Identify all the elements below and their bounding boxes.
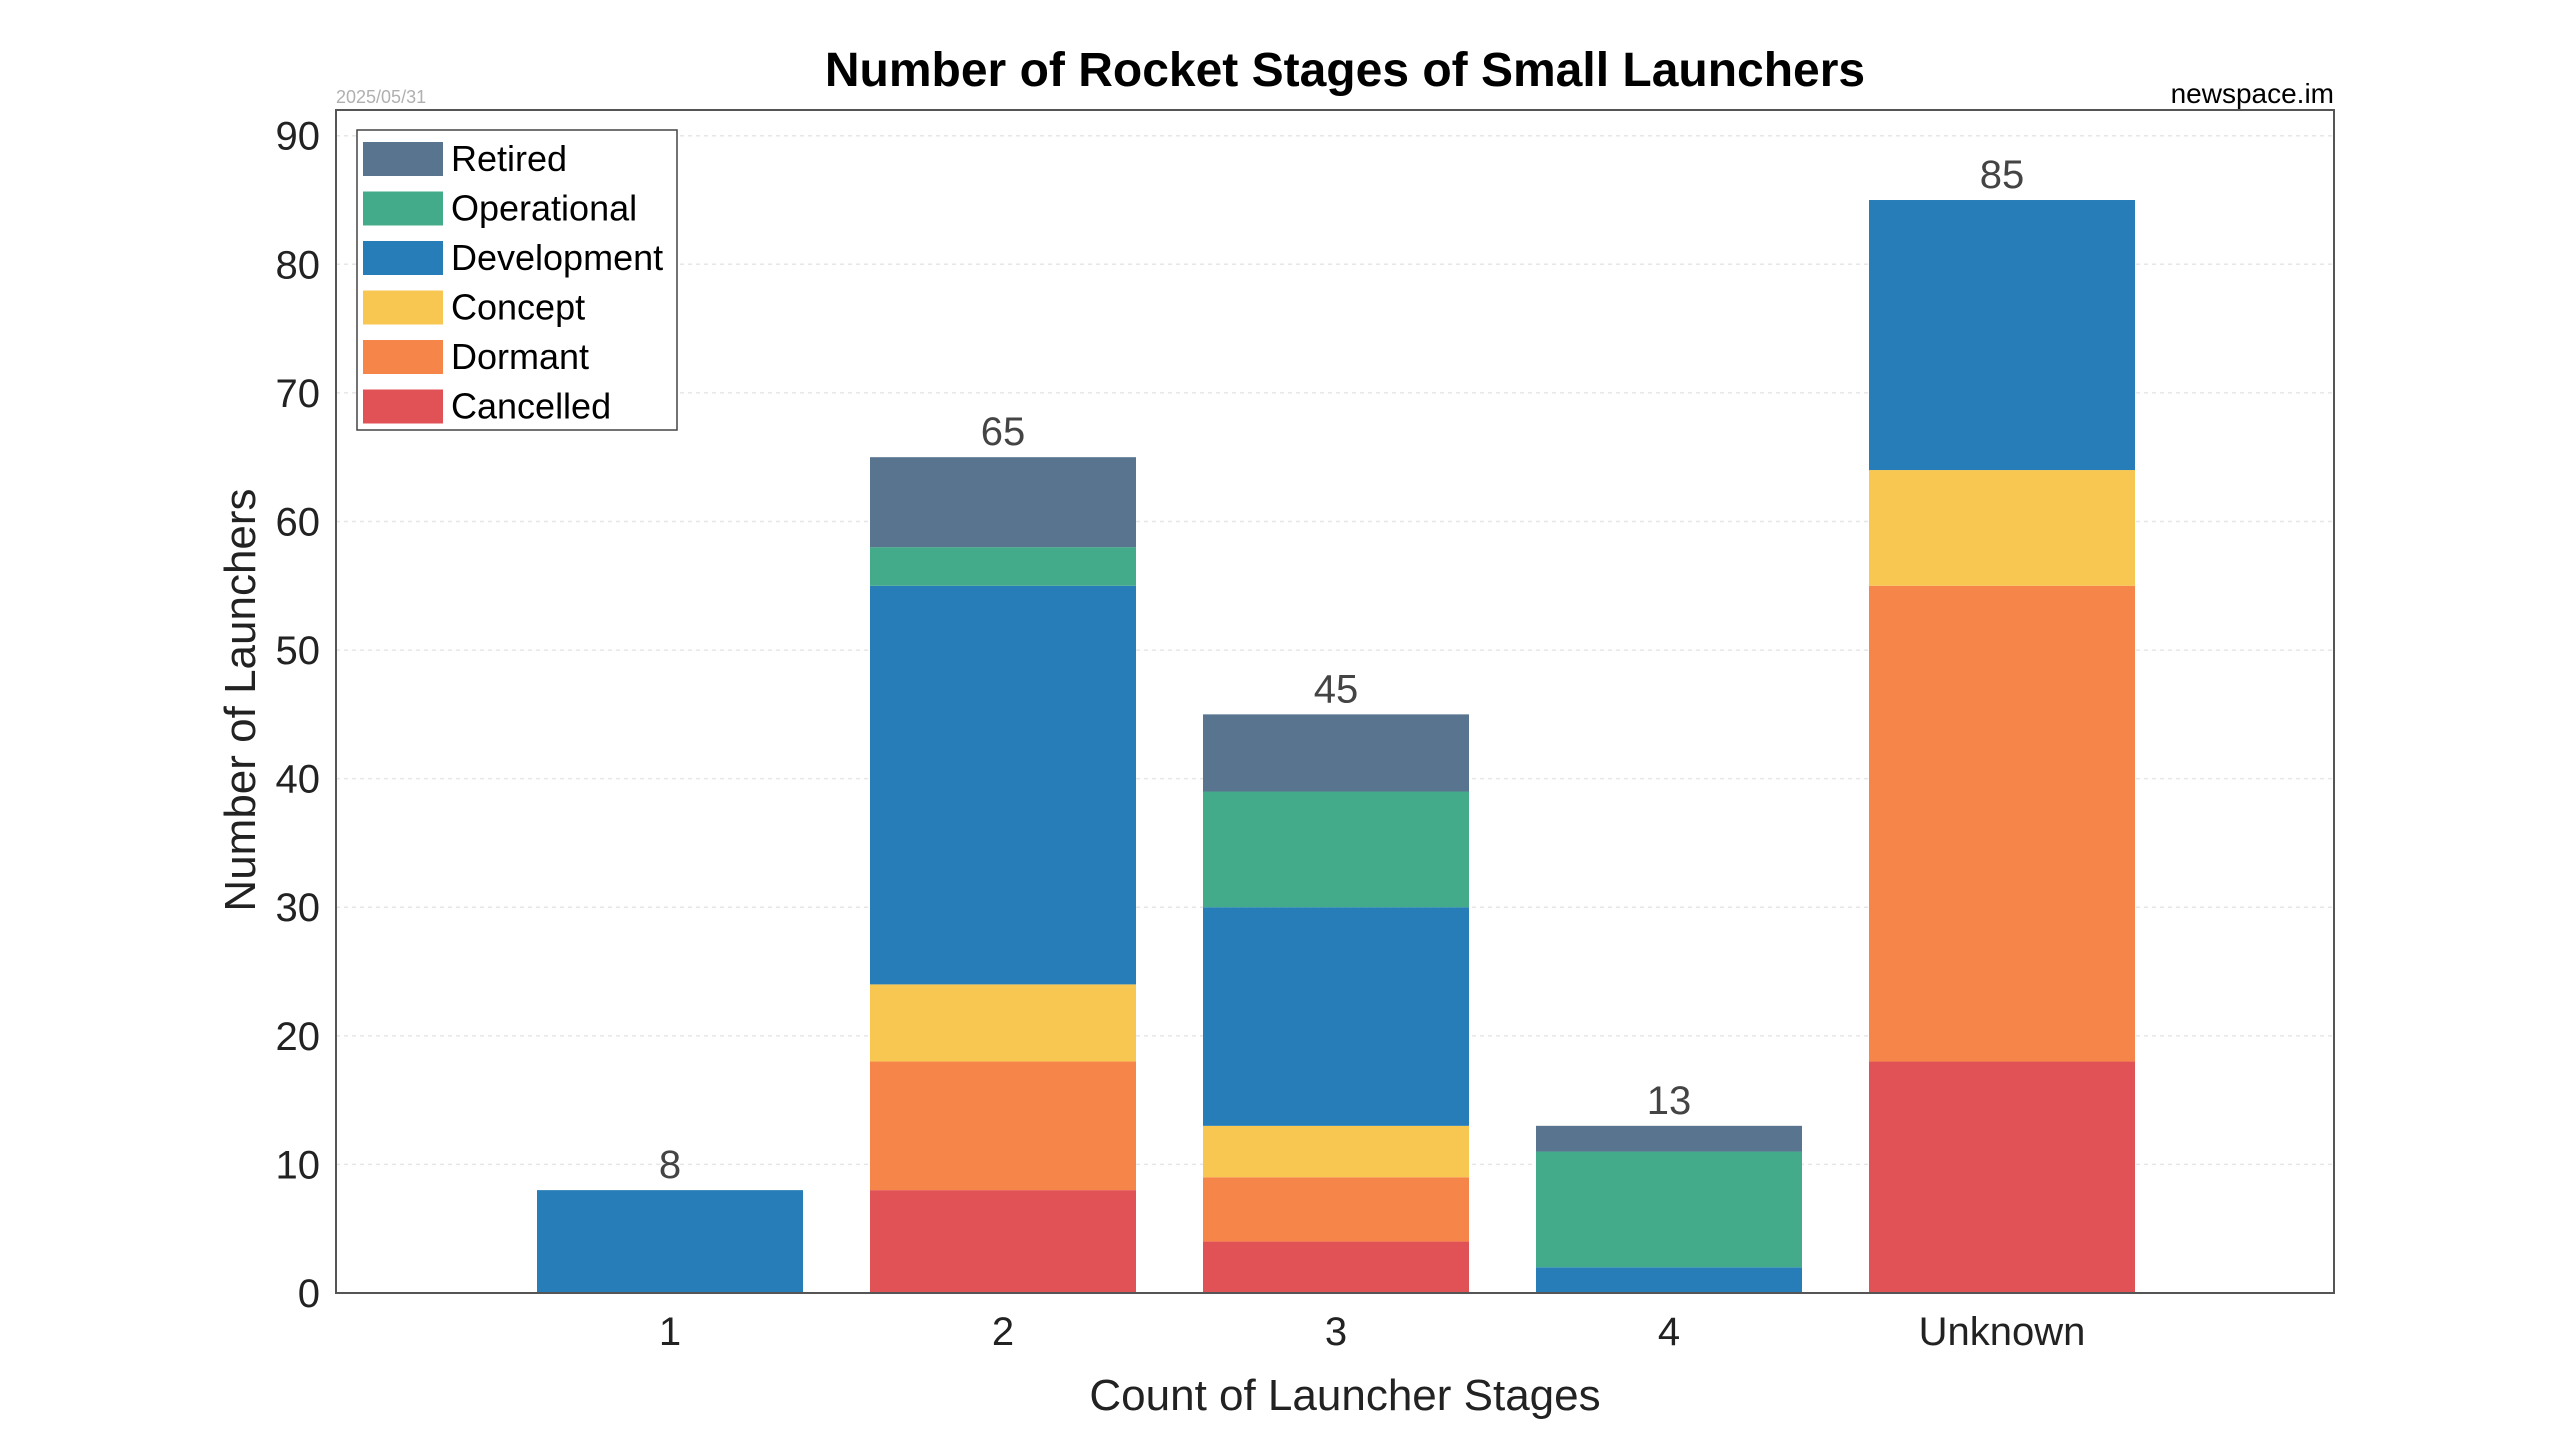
y-tick-label: 20 [276,1015,321,1059]
bars [537,200,2135,1293]
legend-swatch [363,142,443,176]
bar-segment-development [1203,907,1469,1126]
y-axis-ticks: 0 10 20 30 40 50 60 70 80 90 [276,115,321,1316]
chart-title: Number of Rocket Stages of Small Launche… [825,44,1865,97]
legend-label: Operational [451,188,637,229]
legend-swatch [363,191,443,226]
bar-segment-cancelled [1203,1241,1469,1293]
bar-segment-development [1869,200,2135,471]
y-tick-label: 50 [276,629,321,673]
x-tick-label: 2 [992,1310,1014,1354]
legend-label: Development [451,237,663,278]
bar-segment-retired [870,457,1136,548]
plot-frame [335,109,2335,1294]
x-tick-label: 4 [1658,1310,1680,1354]
x-tick-label: 3 [1325,1310,1347,1354]
source-label: newspace.im [2171,78,2334,109]
legend-box [356,129,678,431]
bar-segment-dormant [870,1061,1136,1191]
bar-total-label: 65 [981,410,1026,454]
legend-swatch [363,290,443,325]
legend-label: Concept [451,287,585,328]
date-label: 2025/05/31 [336,87,426,107]
y-tick-label: 40 [276,758,321,802]
y-tick-label: 10 [276,1143,321,1187]
legend-swatch [363,340,443,374]
legend-label: Cancelled [451,386,611,427]
legend: Retired Operational Development Concept Dorm… [356,129,678,431]
bar-segment-concept [870,984,1136,1062]
bar-segment-development [870,585,1136,985]
x-axis-ticks: 1 2 3 4 Unknown [659,1310,2086,1354]
x-axis-label: Count of Launcher Stages [1089,1371,1600,1420]
bar-segment-retired [1536,1125,1802,1152]
bar-segment-operational [1203,791,1469,908]
bar-total-label: 13 [1647,1079,1692,1123]
bar-segment-concept [1203,1125,1469,1178]
bar-segment-operational [870,547,1136,586]
y-tick-label: 90 [276,115,321,159]
y-axis-label: Number of Launchers [216,488,265,911]
bar-total-label: 8 [659,1143,681,1187]
bar-segment-retired [1203,714,1469,792]
bar-total-labels: 8 65 45 13 85 [659,153,2024,1187]
y-tick-label: 80 [276,243,321,287]
y-tick-label: 70 [276,372,321,416]
legend-label: Dormant [451,336,589,377]
legend-label: Retired [451,138,567,179]
bar-segment-dormant [1203,1177,1469,1242]
bar-segment-concept [1869,470,2135,586]
bar-segment-development [537,1190,803,1293]
legend-swatch [363,389,443,424]
y-tick-label: 30 [276,886,321,930]
bar-segment-cancelled [1869,1061,2135,1293]
bar-segment-dormant [1869,585,2135,1062]
legend-swatch [363,241,443,275]
bar-segment-cancelled [870,1190,1136,1293]
x-tick-label: 1 [659,1310,681,1354]
bar-total-label: 45 [1314,667,1359,711]
y-tick-label: 60 [276,500,321,544]
x-tick-label: Unknown [1919,1310,2086,1354]
y-tick-label: 0 [298,1272,320,1316]
bar-segment-operational [1536,1151,1802,1268]
bar-segment-development [1536,1267,1802,1293]
bar-total-label: 85 [1980,153,2025,197]
